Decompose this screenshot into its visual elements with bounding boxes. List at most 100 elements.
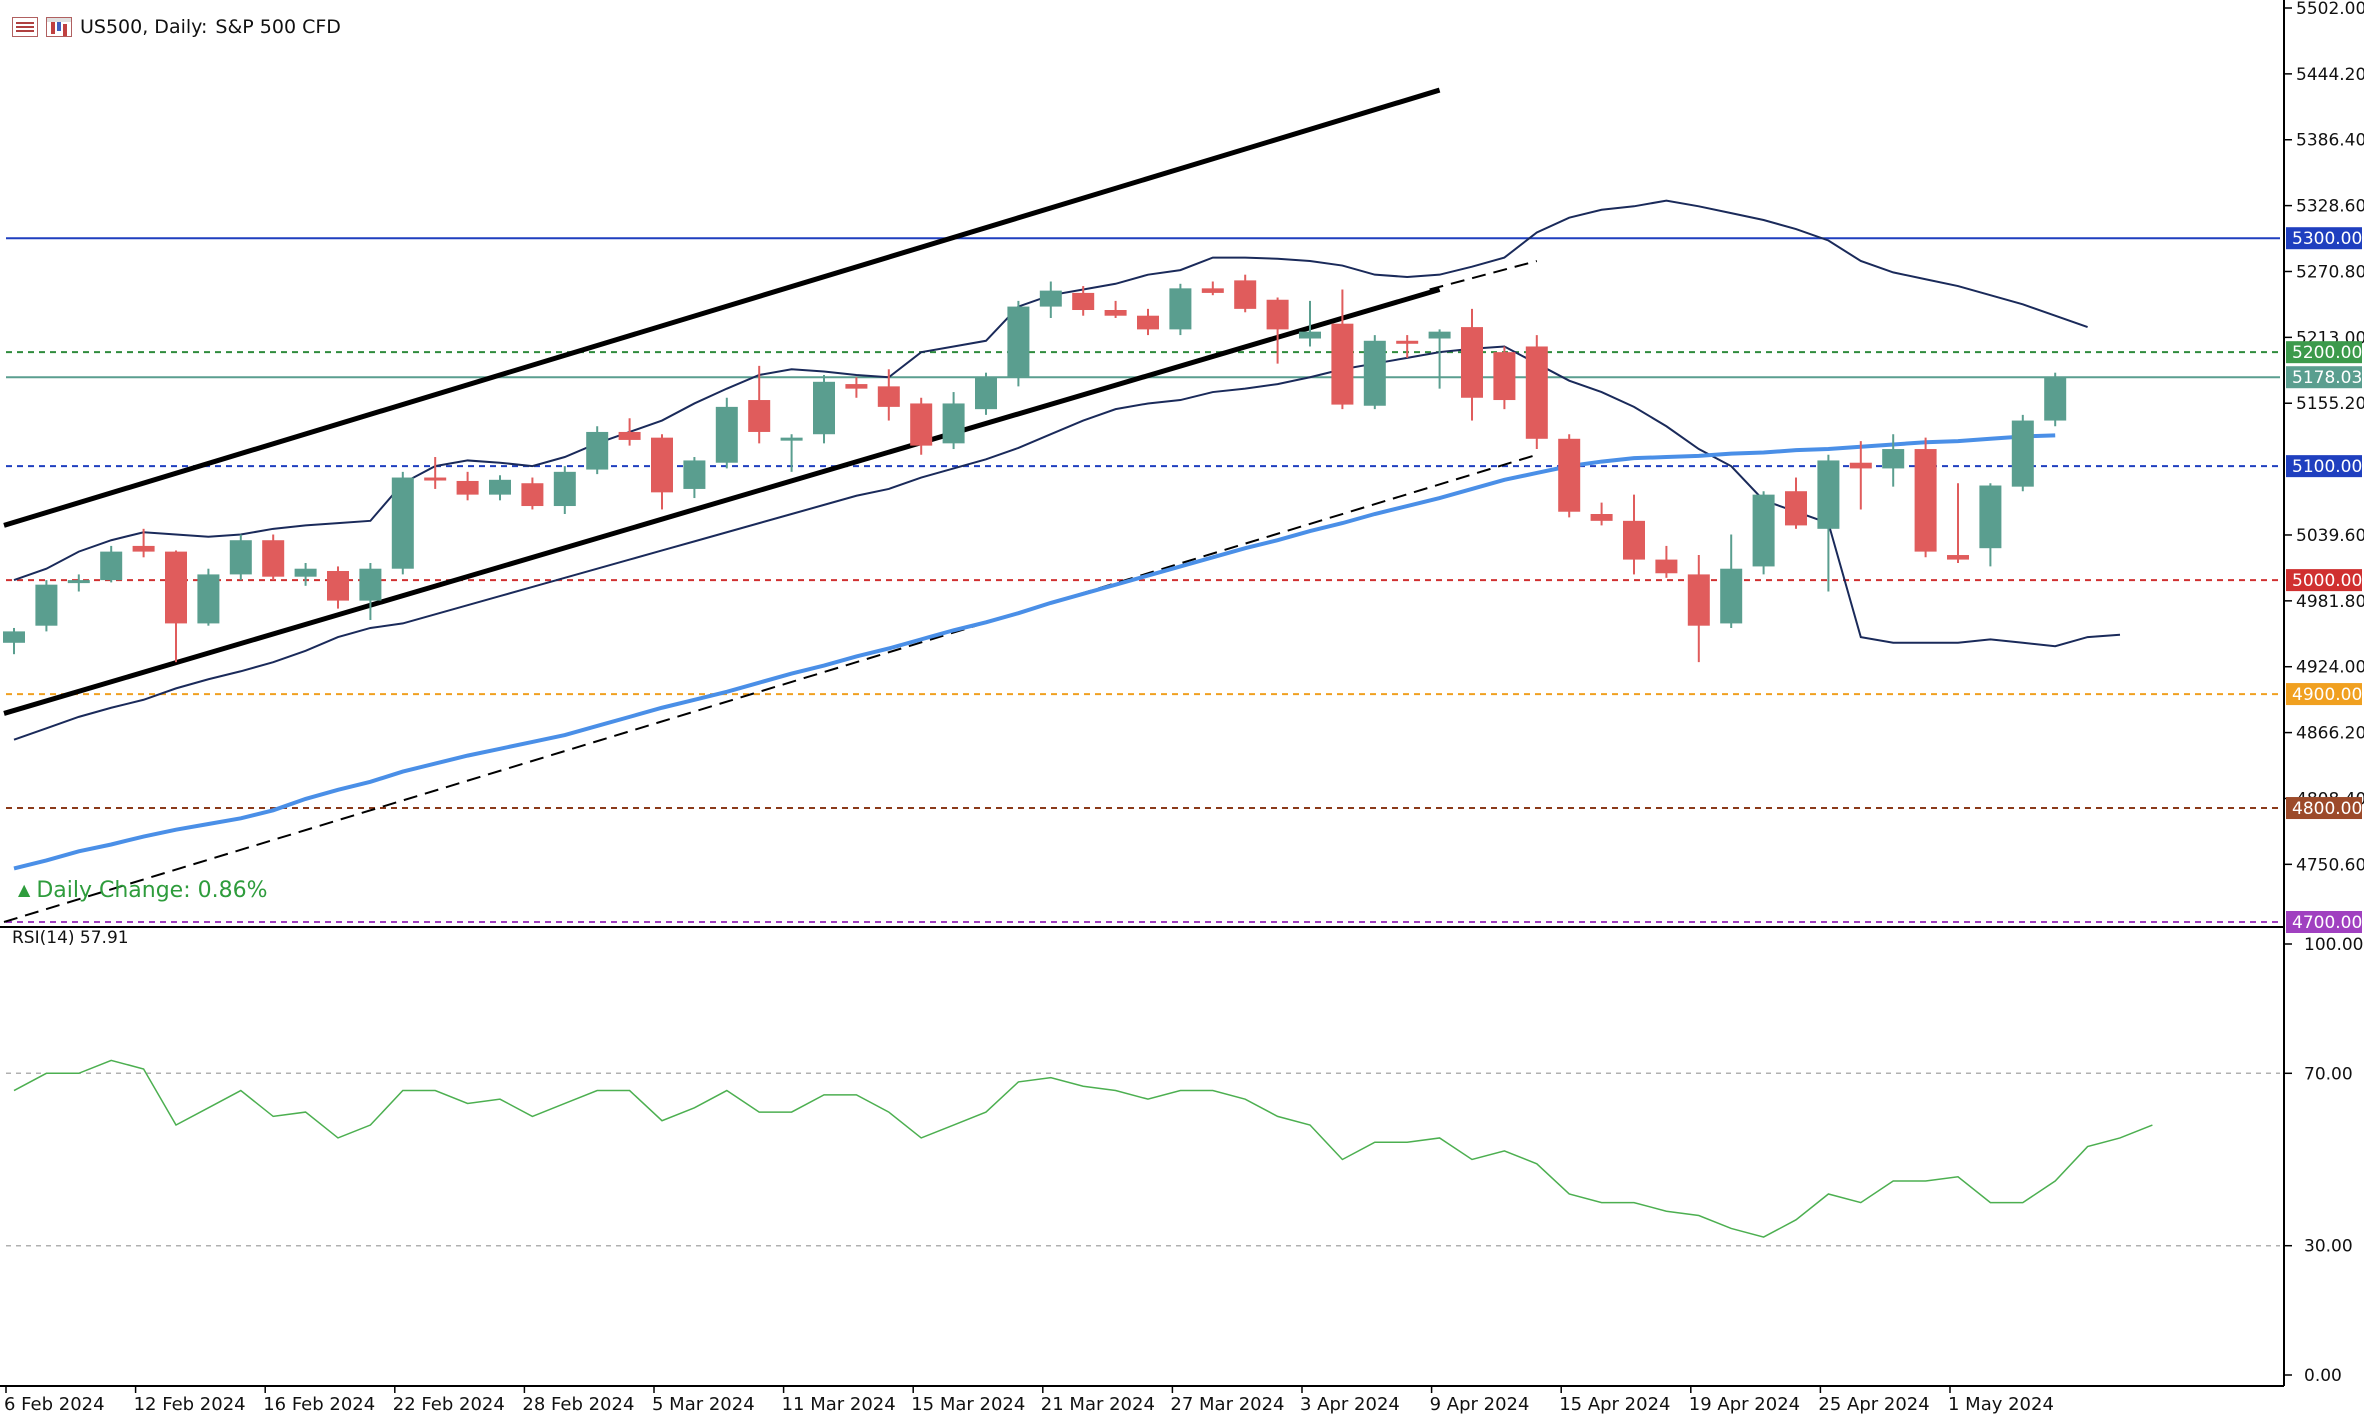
candle-body xyxy=(294,568,317,577)
daily-change-label: Daily Change: 0.86% xyxy=(36,878,268,903)
channel-upper-line xyxy=(3,87,1441,528)
candle-body xyxy=(521,483,544,507)
candle-body xyxy=(489,479,511,495)
channel-lower-line xyxy=(3,287,1441,716)
bar-chart-icon[interactable] xyxy=(46,17,72,37)
candle-body xyxy=(1137,315,1159,330)
candle-body xyxy=(1201,288,1224,293)
date-tick-label: 3 Apr 2024 xyxy=(1300,1394,1400,1415)
candle-body xyxy=(618,431,641,440)
candle-body xyxy=(424,477,447,481)
candle-body xyxy=(2011,420,2034,487)
candle-body xyxy=(67,580,90,584)
candle-body xyxy=(1331,323,1354,405)
candle-body xyxy=(683,460,706,489)
candle-body xyxy=(1493,352,1516,401)
candle-body xyxy=(877,386,900,407)
candle-body xyxy=(1104,310,1127,316)
rsi-panel xyxy=(6,1059,2280,1247)
candle-body xyxy=(813,381,835,435)
candle-body xyxy=(1007,306,1030,378)
date-tick-label: 19 Apr 2024 xyxy=(1689,1394,1800,1415)
date-tick-label: 5 Mar 2024 xyxy=(652,1394,755,1415)
candle-body xyxy=(1655,559,1678,574)
candle-body xyxy=(1266,299,1289,330)
price-tick-label: 5386.40 xyxy=(2296,131,2364,151)
price-badge-label: 5300.00 xyxy=(2292,229,2362,249)
candle-body xyxy=(132,545,155,552)
candle-body xyxy=(553,471,576,507)
price-tick-label: 5444.20 xyxy=(2296,65,2364,85)
price-badge xyxy=(2286,341,2362,364)
price-tick-label: 4981.80 xyxy=(2296,592,2364,612)
price-badge-label: 5200.00 xyxy=(2292,343,2362,363)
candle-body xyxy=(1947,555,1969,560)
date-tick-label: 11 Mar 2024 xyxy=(782,1394,896,1415)
rsi-label: RSI(14) 57.91 xyxy=(12,928,129,948)
price-badge-label: 4900.00 xyxy=(2292,685,2362,705)
price-badge xyxy=(2286,569,2362,592)
price-badge-label: 5000.00 xyxy=(2292,571,2362,591)
candle-body xyxy=(845,384,868,389)
candle-body xyxy=(1752,494,1775,567)
candle-body xyxy=(1558,438,1581,512)
candle-body xyxy=(1785,491,1807,526)
candle-body xyxy=(1363,340,1386,406)
date-tick-label: 15 Apr 2024 xyxy=(1559,1394,1670,1415)
candle-body xyxy=(1039,290,1062,307)
candle-body xyxy=(1914,449,1937,552)
moving-average xyxy=(13,433,2056,871)
candle-body xyxy=(1525,346,1548,439)
candle-body xyxy=(1882,449,1905,469)
date-tick-label: 21 Mar 2024 xyxy=(1041,1394,1155,1415)
date-tick-label: 15 Mar 2024 xyxy=(911,1394,1025,1415)
candle-body xyxy=(197,574,220,624)
price-badge-label: 4800.00 xyxy=(2292,799,2362,819)
price-tick-label: 4924.00 xyxy=(2296,658,2364,678)
candle-body xyxy=(1234,280,1257,309)
candle-body xyxy=(327,570,349,601)
candle-body xyxy=(262,540,285,577)
price-badge xyxy=(2286,683,2362,706)
candle-body xyxy=(359,568,382,601)
price-tick-label: 5155.20 xyxy=(2296,394,2364,414)
candle-body xyxy=(1461,327,1483,398)
trend-channel xyxy=(3,87,1538,923)
candle-body xyxy=(1817,460,1840,529)
candle-body xyxy=(1072,292,1095,311)
rsi-tick-label: 100.00 xyxy=(2304,935,2363,955)
candle-body xyxy=(586,431,609,470)
date-tick-label: 28 Feb 2024 xyxy=(522,1394,634,1415)
price-tick-label: 4750.60 xyxy=(2296,855,2364,875)
rsi-tick-label: 30.00 xyxy=(2304,1237,2353,1257)
candle-body xyxy=(165,551,187,624)
chart-header: US500, Daily: S&P 500 CFD xyxy=(12,12,341,42)
date-tick-label: 9 Apr 2024 xyxy=(1430,1394,1530,1415)
candle-body xyxy=(100,551,123,581)
candle-body xyxy=(1979,485,2002,549)
price-badge-label: 5178.03 xyxy=(2292,368,2362,388)
price-tick-label: 5328.60 xyxy=(2296,197,2364,217)
rsi-tick-label: 0.00 xyxy=(2304,1366,2342,1386)
date-tick-label: 12 Feb 2024 xyxy=(134,1394,246,1415)
date-tick-label: 27 Mar 2024 xyxy=(1170,1394,1284,1415)
rsi-tick-label: 70.00 xyxy=(2304,1064,2353,1084)
price-badge-label: 5100.00 xyxy=(2292,457,2362,477)
candle-body xyxy=(35,584,58,626)
price-tick-label: 4866.20 xyxy=(2296,724,2364,744)
candle-body xyxy=(651,437,673,493)
candle-body xyxy=(715,406,738,463)
candle-body xyxy=(748,400,771,432)
symbol-description: S&P 500 CFD xyxy=(215,16,341,38)
candle-body xyxy=(1396,340,1419,344)
symbol-label: US500, Daily: xyxy=(80,16,208,38)
moving-average-line xyxy=(13,433,2056,871)
rsi-line xyxy=(13,1059,2153,1238)
candle-body xyxy=(456,480,479,495)
price-tick-label: 5270.80 xyxy=(2296,262,2364,282)
price-badge xyxy=(2286,366,2362,389)
candle-body xyxy=(1687,574,1710,626)
list-icon[interactable] xyxy=(12,17,38,37)
